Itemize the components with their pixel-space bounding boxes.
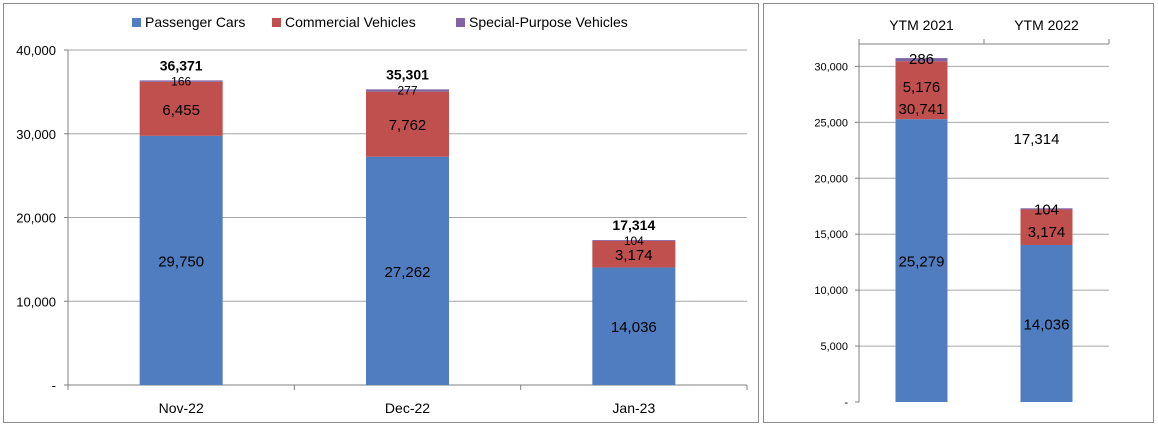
ytm-sales-chart: - 5,000 10,000 15,000 20,000 25,000 30,000 YTM … [814, 17, 1110, 409]
legend-swatch [456, 18, 465, 27]
y-tick-label: - [844, 397, 848, 409]
y-tick-label: 40,000 [16, 43, 56, 58]
y-tick-label: - [52, 378, 56, 393]
bar-segment [366, 89, 449, 92]
bar-segment [592, 240, 676, 268]
data-label: 5,176 [903, 79, 941, 96]
bar-segment [592, 267, 676, 385]
data-label: 3,174 [1028, 224, 1066, 241]
y-tick-label: 20,000 [814, 173, 848, 185]
monthly-sales-chart-panel: Passenger Cars Commercial Vehicles Special… [3, 3, 759, 423]
x-tick-label: Nov-22 [159, 400, 204, 416]
x-tick-label: Jan-23 [612, 400, 655, 416]
x-tick-label: YTM 2022 [1014, 17, 1079, 33]
bar-segment [895, 61, 948, 120]
y-tick-label: 20,000 [16, 211, 56, 226]
data-label: 6,455 [162, 102, 200, 119]
data-label: 104 [1034, 201, 1059, 218]
bar-segment [139, 81, 223, 136]
y-tick-label: 10,000 [814, 285, 848, 297]
legend-label: Special-Purpose Vehicles [469, 14, 628, 30]
y-tick-label: 15,000 [814, 229, 848, 241]
data-label: 29,750 [158, 253, 204, 270]
total-label: 17,314 [612, 217, 655, 233]
monthly-sales-chart: Passenger Cars Commercial Vehicles Special… [16, 14, 748, 416]
ytm-sales-chart-panel: - 5,000 10,000 15,000 20,000 25,000 30,000 YTM … [763, 3, 1154, 423]
total-label: 36,371 [160, 57, 203, 73]
y-tick-label: 25,000 [814, 117, 848, 129]
y-tick-label: 10,000 [16, 294, 56, 309]
data-label: 277 [397, 83, 417, 97]
legend-swatch [272, 18, 281, 27]
data-label: 14,036 [1024, 316, 1070, 333]
legend-swatch [132, 18, 141, 27]
bar-segment [895, 58, 948, 62]
data-label: 14,036 [611, 319, 657, 336]
bar-segment [139, 80, 223, 82]
bar-segment [1020, 244, 1073, 402]
bar-segment [139, 135, 223, 385]
data-label: 3,174 [615, 247, 653, 264]
y-tick-label: 5,000 [820, 341, 848, 353]
data-label: 166 [171, 74, 191, 88]
bar-segment [592, 239, 676, 241]
data-label: 27,262 [385, 264, 431, 281]
total-label: 30,741 [899, 101, 945, 118]
legend-label: Passenger Cars [145, 14, 245, 30]
bar-segment [1020, 209, 1073, 245]
y-tick-label: 30,000 [814, 61, 848, 73]
bar-segment [366, 91, 449, 157]
data-label: 25,279 [899, 254, 945, 271]
total-label: 35,301 [386, 66, 429, 82]
data-label: 104 [624, 234, 644, 248]
data-label: 286 [909, 51, 934, 68]
data-label: 7,762 [389, 117, 427, 134]
y-tick-label: 30,000 [16, 127, 56, 142]
bar-segment [366, 156, 449, 385]
x-tick-label: Dec-22 [385, 400, 430, 416]
total-label: 17,314 [1014, 131, 1060, 148]
bar-segment [895, 119, 948, 402]
x-tick-label: YTM 2021 [889, 17, 954, 33]
legend-label: Commercial Vehicles [285, 14, 416, 30]
bar-segment [1020, 208, 1073, 210]
